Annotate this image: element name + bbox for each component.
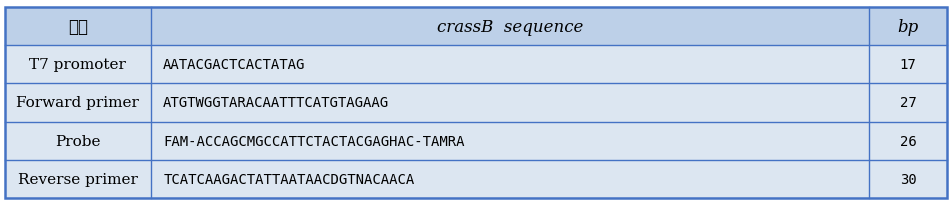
Text: TCATCAAGACTATTAATAACDGTNACAACA: TCATCAAGACTATTAATAACDGTNACAACA xyxy=(163,172,414,186)
Text: crassB  sequence: crassB sequence xyxy=(437,19,584,36)
Bar xyxy=(5,46,150,84)
Bar xyxy=(5,122,150,160)
Text: 17: 17 xyxy=(900,58,917,72)
Text: 30: 30 xyxy=(900,172,917,186)
Text: AATACGACTCACTATAG: AATACGACTCACTATAG xyxy=(163,58,306,72)
Bar xyxy=(150,160,869,198)
Bar xyxy=(5,160,150,198)
Bar xyxy=(869,46,947,84)
Text: ATGTWGGTARACAATTTCATGTAGAAG: ATGTWGGTARACAATTTCATGTAGAAG xyxy=(163,96,389,110)
Bar xyxy=(869,84,947,122)
Bar xyxy=(869,160,947,198)
Text: T7 promoter: T7 promoter xyxy=(30,58,127,72)
Text: Reverse primer: Reverse primer xyxy=(18,172,138,186)
Bar xyxy=(150,84,869,122)
Bar xyxy=(5,84,150,122)
Bar xyxy=(150,8,869,46)
Bar xyxy=(869,122,947,160)
Bar xyxy=(150,122,869,160)
Text: bp: bp xyxy=(898,19,919,36)
Text: Forward primer: Forward primer xyxy=(16,96,139,110)
Bar xyxy=(150,46,869,84)
Text: FAM-ACCAGCMGCCATTCTACTACGAGHAC-TAMRA: FAM-ACCAGCMGCCATTCTACTACGAGHAC-TAMRA xyxy=(163,134,465,148)
Text: 27: 27 xyxy=(900,96,917,110)
Bar xyxy=(869,8,947,46)
Text: 구분: 구분 xyxy=(68,19,88,36)
Text: 26: 26 xyxy=(900,134,917,148)
Text: Probe: Probe xyxy=(55,134,101,148)
Bar xyxy=(5,8,150,46)
